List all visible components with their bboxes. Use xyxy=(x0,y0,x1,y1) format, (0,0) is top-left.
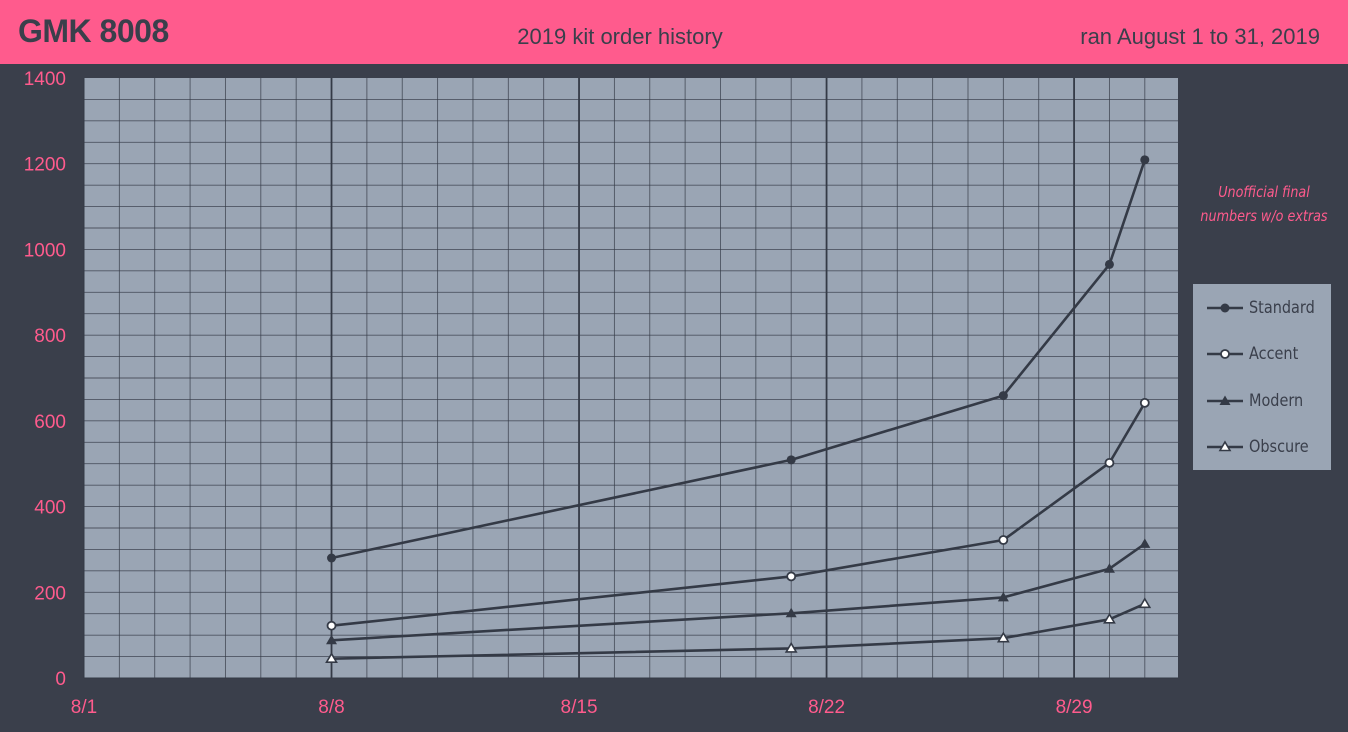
legend-label-accent: Accent xyxy=(1249,344,1299,364)
x-tick-label: 8/1 xyxy=(71,697,97,718)
y-tick-label: 800 xyxy=(34,326,66,347)
data-point-standard xyxy=(1104,259,1114,269)
header-bar: GMK 8008 2019 kit order history ran Augu… xyxy=(0,0,1348,64)
y-tick-label: 1000 xyxy=(24,240,66,261)
y-tick-label: 400 xyxy=(34,498,66,519)
filled-circle-marker-icon xyxy=(1207,303,1243,313)
y-tick-label: 600 xyxy=(34,412,66,433)
legend-label-standard: Standard xyxy=(1249,298,1315,318)
y-tick-label: 1200 xyxy=(24,155,66,176)
data-point-obscure xyxy=(784,641,798,653)
legend: Standard Accent Modern Obscure xyxy=(1193,284,1331,470)
filled-triangle-marker-icon xyxy=(1207,395,1243,405)
chart-title: GMK 8008 xyxy=(18,13,169,49)
data-point-standard xyxy=(998,391,1008,401)
x-tick-label: 8/8 xyxy=(318,697,344,718)
chart-subtitle: 2019 kit order history xyxy=(517,24,723,49)
data-point-obscure xyxy=(1103,612,1116,624)
data-point-obscure xyxy=(1138,597,1152,609)
data-point-accent xyxy=(998,535,1009,545)
legend-item-standard: Standard xyxy=(1207,296,1326,320)
x-tick-label: 8/22 xyxy=(808,697,845,718)
y-tick-label: 200 xyxy=(34,583,66,604)
data-point-modern xyxy=(1139,538,1151,548)
data-point-modern xyxy=(997,591,1009,602)
open-triangle-marker-icon xyxy=(1207,440,1243,452)
x-tick-label: 8/29 xyxy=(1056,697,1093,718)
data-point-standard xyxy=(1140,155,1150,165)
data-point-modern xyxy=(785,607,797,618)
data-point-obscure xyxy=(325,652,338,664)
data-point-modern xyxy=(1103,563,1115,573)
x-tick-label: 8/15 xyxy=(561,697,598,718)
note-line-2: numbers w/o extras xyxy=(1200,207,1328,225)
data-point-modern xyxy=(326,634,338,645)
data-point-accent xyxy=(1104,457,1115,468)
data-point-accent xyxy=(326,620,337,631)
y-tick-label: 1400 xyxy=(24,69,66,90)
data-point-standard xyxy=(786,455,796,465)
note-line-1: Unofficial final xyxy=(1218,183,1310,201)
final-numbers-note: Unofficial final numbers w/o extras xyxy=(1198,180,1331,228)
run-dates: ran August 1 to 31, 2019 xyxy=(1080,24,1320,49)
legend-item-accent: Accent xyxy=(1207,342,1307,366)
legend-item-modern: Modern xyxy=(1207,389,1313,413)
data-point-obscure xyxy=(996,631,1010,643)
legend-item-obscure: Obscure xyxy=(1207,435,1319,459)
legend-label-modern: Modern xyxy=(1249,391,1304,411)
legend-label-obscure: Obscure xyxy=(1249,437,1309,457)
data-point-accent xyxy=(1139,397,1150,408)
open-circle-marker-icon xyxy=(1207,349,1243,359)
grid xyxy=(84,78,1178,678)
y-tick-label: 0 xyxy=(55,669,66,690)
data-point-accent xyxy=(786,571,797,582)
data-point-standard xyxy=(327,553,337,563)
